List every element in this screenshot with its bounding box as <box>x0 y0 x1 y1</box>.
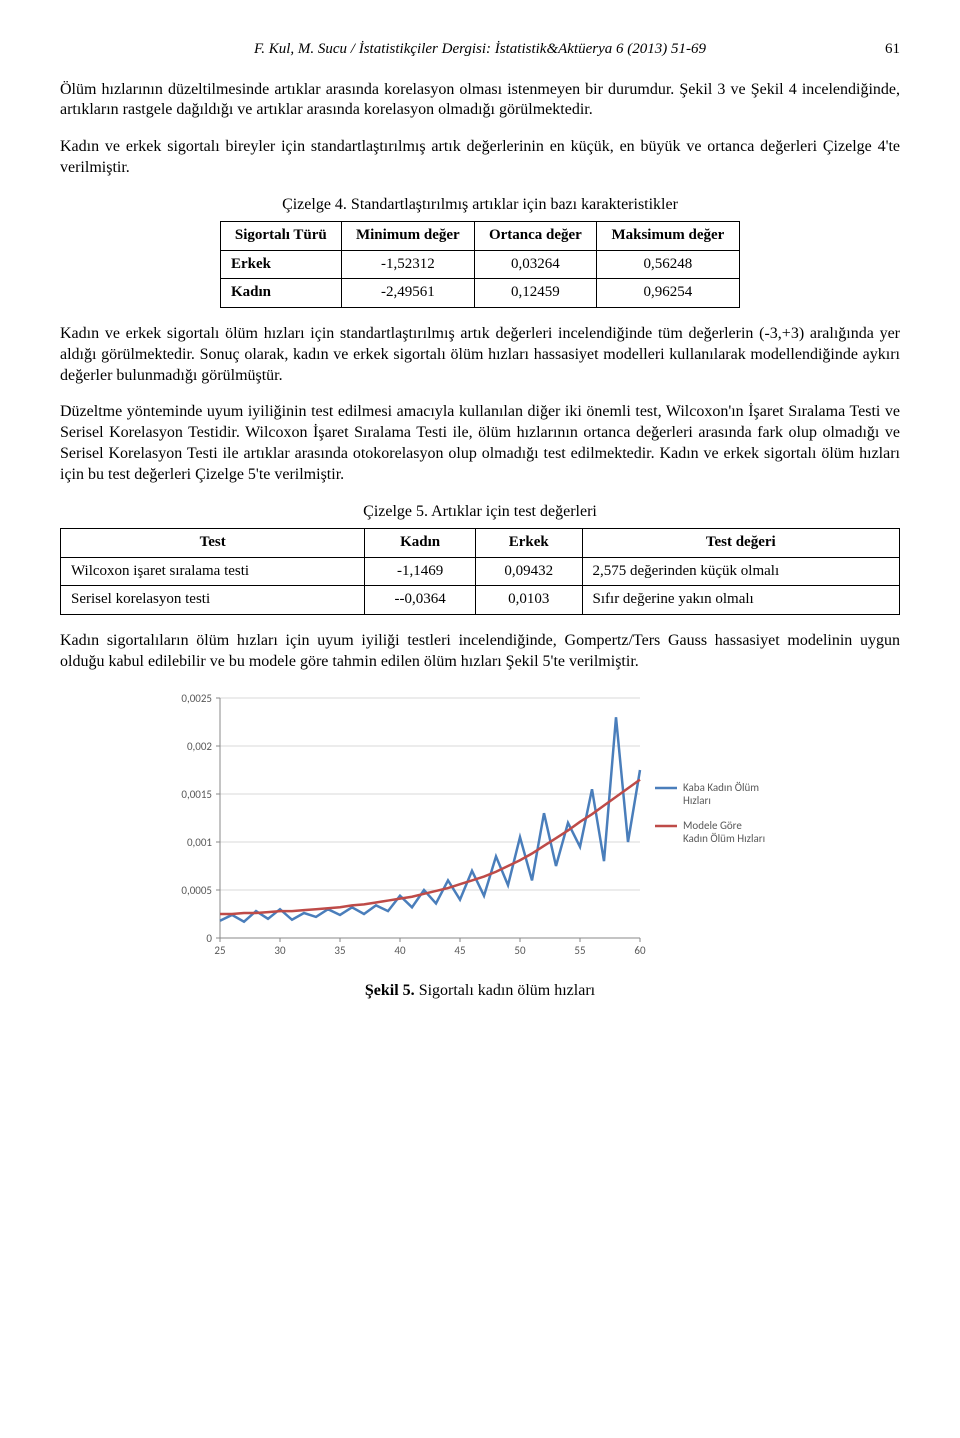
t4-col3: Maksimum değer <box>596 222 739 251</box>
paragraph-5: Kadın sigortalıların ölüm hızları için u… <box>60 631 900 673</box>
t5-col2: Erkek <box>475 529 582 558</box>
svg-text:Kadın Ölüm Hızları: Kadın Ölüm Hızları <box>683 832 765 845</box>
t5-r0c0: Wilcoxon işaret sıralama testi <box>61 557 365 586</box>
chart-figure: 0 0,0005 0,001 0,0015 0,002 0,0025 25 30 35 40 45 5… <box>160 688 800 975</box>
t5-r0c1: -1,1469 <box>365 557 475 586</box>
paragraph-4: Düzeltme yönteminde uyum iyiliğinin test… <box>60 402 900 485</box>
svg-text:0,002: 0,002 <box>187 740 212 753</box>
t5-r1c2: 0,0103 <box>475 586 582 615</box>
t5-r1c1: --0,0364 <box>365 586 475 615</box>
chart-svg: 0 0,0005 0,001 0,0015 0,002 0,0025 25 30 35 40 45 5… <box>160 688 800 968</box>
t4-r0c0: Erkek <box>221 250 342 279</box>
svg-text:55: 55 <box>574 944 585 957</box>
t5-r1c0: Serisel korelasyon testi <box>61 586 365 615</box>
svg-text:45: 45 <box>454 944 465 957</box>
t4-r1c3: 0,96254 <box>596 279 739 308</box>
svg-text:60: 60 <box>634 944 646 957</box>
table-header-row: Sigortalı Türü Minimum değer Ortanca değ… <box>221 222 740 251</box>
paragraph-3: Kadın ve erkek sigortalı ölüm hızları iç… <box>60 324 900 386</box>
t5-r1c3: Sıfır değerine yakın olmalı <box>582 586 899 615</box>
svg-text:35: 35 <box>334 944 345 957</box>
t5-col0: Test <box>61 529 365 558</box>
svg-text:30: 30 <box>274 944 286 957</box>
figure5-text: Sigortalı kadın ölüm hızları <box>419 982 595 999</box>
paragraph-2: Kadın ve erkek sigortalı bireyler için s… <box>60 137 900 179</box>
running-header: F. Kul, M. Sucu / İstatistikçiler Dergis… <box>60 40 900 60</box>
t4-col0: Sigortalı Türü <box>221 222 342 251</box>
t4-r0c3: 0,56248 <box>596 250 739 279</box>
t5-col1: Kadın <box>365 529 475 558</box>
t4-col1: Minimum değer <box>341 222 474 251</box>
page-number: 61 <box>885 40 900 60</box>
svg-text:40: 40 <box>394 944 406 957</box>
figure5-caption: Şekil 5. Sigortalı kadın ölüm hızları <box>60 981 900 1002</box>
figure5-label: Şekil 5. <box>365 982 415 999</box>
table-row: Wilcoxon işaret sıralama testi -1,1469 0… <box>61 557 900 586</box>
table5-caption: Çizelge 5. Artıklar için test değerleri <box>60 502 900 523</box>
t4-r1c2: 0,12459 <box>475 279 597 308</box>
t5-col3: Test değeri <box>582 529 899 558</box>
svg-text:0: 0 <box>206 932 212 945</box>
table-header-row: Test Kadın Erkek Test değeri <box>61 529 900 558</box>
svg-text:Kaba Kadın Ölüm: Kaba Kadın Ölüm <box>683 781 759 794</box>
t4-r1c1: -2,49561 <box>341 279 474 308</box>
svg-text:0,0005: 0,0005 <box>181 884 212 897</box>
t4-r1c0: Kadın <box>221 279 342 308</box>
table-row: Serisel korelasyon testi --0,0364 0,0103… <box>61 586 900 615</box>
svg-text:0,0025: 0,0025 <box>181 692 212 705</box>
table-row: Kadın -2,49561 0,12459 0,96254 <box>221 279 740 308</box>
svg-text:25: 25 <box>214 944 225 957</box>
paragraph-1: Ölüm hızlarının düzeltilmesinde artıklar… <box>60 80 900 122</box>
svg-text:0,001: 0,001 <box>187 836 212 849</box>
t4-col2: Ortanca değer <box>475 222 597 251</box>
t4-r0c2: 0,03264 <box>475 250 597 279</box>
table4: Sigortalı Türü Minimum değer Ortanca değ… <box>220 221 740 308</box>
svg-text:50: 50 <box>514 944 526 957</box>
t5-r0c2: 0,09432 <box>475 557 582 586</box>
table5: Test Kadın Erkek Test değeri Wilcoxon iş… <box>60 528 900 615</box>
citation-text: F. Kul, M. Sucu / İstatistikçiler Dergis… <box>254 41 706 57</box>
table-row: Erkek -1,52312 0,03264 0,56248 <box>221 250 740 279</box>
t4-r0c1: -1,52312 <box>341 250 474 279</box>
t5-r0c3: 2,575 değerinden küçük olmalı <box>582 557 899 586</box>
svg-text:Hızları: Hızları <box>683 794 711 807</box>
svg-text:Modele Göre: Modele Göre <box>683 819 742 832</box>
table4-caption: Çizelge 4. Standartlaştırılmış artıklar … <box>60 195 900 216</box>
svg-text:0,0015: 0,0015 <box>181 788 212 801</box>
